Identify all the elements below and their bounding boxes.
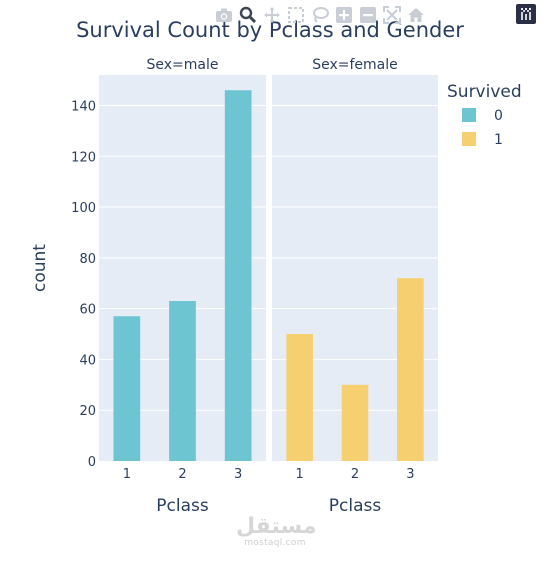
legend-swatch-0[interactable] xyxy=(462,108,476,122)
x-tick-label: 2 xyxy=(351,467,359,482)
x-tick-label: 1 xyxy=(123,467,131,482)
bar-sexfemale-pclass-2[interactable] xyxy=(341,384,369,461)
autoscale-icon[interactable] xyxy=(380,4,404,26)
bar-sexmale-pclass-3[interactable] xyxy=(224,90,252,461)
y-tick-label: 120 xyxy=(71,150,96,165)
x-axis-title-2: Pclass xyxy=(329,496,382,516)
bar-sexmale-pclass-1[interactable] xyxy=(113,316,141,461)
x-tick-label: 3 xyxy=(234,467,242,482)
bar-sexfemale-pclass-1[interactable] xyxy=(286,334,313,461)
home-icon[interactable] xyxy=(404,4,428,26)
y-axis-title: count xyxy=(30,244,50,292)
x-tick-label: 3 xyxy=(406,467,414,482)
watermark-arabic: مستقل xyxy=(236,514,317,539)
pan-icon[interactable] xyxy=(260,4,284,26)
zoom-icon[interactable] xyxy=(236,4,260,26)
legend: Survived 0 1 xyxy=(447,82,522,148)
y-tick-label: 60 xyxy=(79,303,96,318)
bar-sexmale-pclass-2[interactable] xyxy=(169,301,196,461)
bar-sexfemale-pclass-3[interactable] xyxy=(397,278,424,461)
x-axis-title-1: Pclass xyxy=(156,496,209,516)
zoom-in-icon[interactable] xyxy=(332,4,356,26)
box-select-icon[interactable] xyxy=(284,4,308,26)
facet-title-2: Sex=female xyxy=(312,57,398,73)
y-tick-label: 100 xyxy=(71,201,96,216)
legend-swatch-1[interactable] xyxy=(462,132,476,146)
camera-icon[interactable] xyxy=(212,4,236,26)
y-tick-label: 80 xyxy=(79,252,96,267)
lasso-icon[interactable] xyxy=(308,4,332,26)
y-tick-label: 0 xyxy=(88,455,96,470)
watermark-latin: mostaql.com xyxy=(244,538,306,548)
y-tick-label: 140 xyxy=(71,99,96,114)
legend-title: Survived xyxy=(447,82,522,102)
zoom-out-icon[interactable] xyxy=(356,4,380,26)
modebar xyxy=(212,4,428,26)
x-tick-label: 1 xyxy=(296,467,304,482)
legend-label-1[interactable]: 1 xyxy=(494,132,503,148)
legend-label-0[interactable]: 0 xyxy=(494,108,503,124)
plotly-logo-icon[interactable] xyxy=(516,4,536,24)
y-tick-label: 20 xyxy=(79,404,96,419)
y-tick-label: 40 xyxy=(79,353,96,368)
watermark: مستقل mostaql.com xyxy=(236,514,317,552)
facet-title-1: Sex=male xyxy=(147,57,219,73)
x-tick-label: 2 xyxy=(178,467,186,482)
